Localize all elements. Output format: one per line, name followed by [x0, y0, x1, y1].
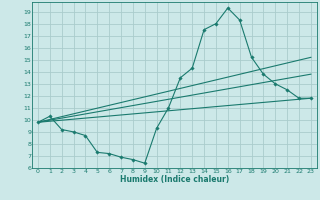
X-axis label: Humidex (Indice chaleur): Humidex (Indice chaleur) — [120, 175, 229, 184]
